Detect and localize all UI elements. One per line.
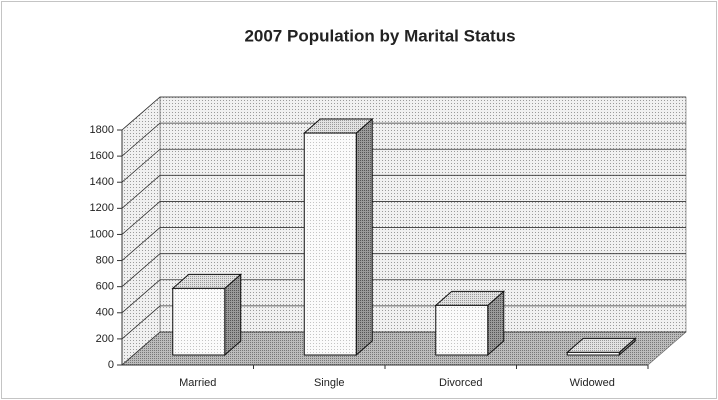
grid-line bbox=[121, 148, 686, 183]
grid-line bbox=[121, 279, 686, 314]
grid-line bbox=[121, 227, 686, 261]
bar bbox=[303, 132, 357, 356]
y-tick-label: 1200 bbox=[90, 202, 114, 214]
y-tick-label: 1800 bbox=[90, 124, 114, 136]
bar-side bbox=[355, 117, 373, 357]
y-tick-label: 0 bbox=[108, 359, 114, 371]
bar bbox=[435, 304, 489, 356]
side-wall bbox=[121, 96, 161, 366]
y-tick-label: 800 bbox=[96, 254, 114, 266]
y-tick-label: 200 bbox=[96, 333, 114, 345]
x-tick-label: Widowed bbox=[570, 377, 615, 389]
grid-line bbox=[121, 122, 686, 157]
chart-title: 2007 Population by Marital Status bbox=[244, 26, 515, 45]
bar bbox=[566, 351, 620, 356]
grid-line bbox=[121, 201, 686, 235]
x-tick-label: Married bbox=[179, 377, 216, 389]
bar bbox=[172, 287, 226, 356]
grid-line bbox=[121, 305, 686, 340]
y-tick-label: 400 bbox=[96, 307, 114, 319]
grid-line bbox=[121, 96, 686, 131]
grid-line bbox=[121, 331, 686, 366]
x-tick-label: Divorced bbox=[439, 377, 482, 389]
y-tick-label: 1600 bbox=[90, 150, 114, 162]
y-tick-label: 1400 bbox=[90, 176, 114, 188]
x-tick-label: Single bbox=[314, 377, 345, 389]
grid-line bbox=[121, 253, 686, 287]
y-tick-label: 600 bbox=[96, 281, 114, 293]
grid-line bbox=[121, 174, 686, 209]
y-tick-label: 1000 bbox=[90, 228, 114, 240]
